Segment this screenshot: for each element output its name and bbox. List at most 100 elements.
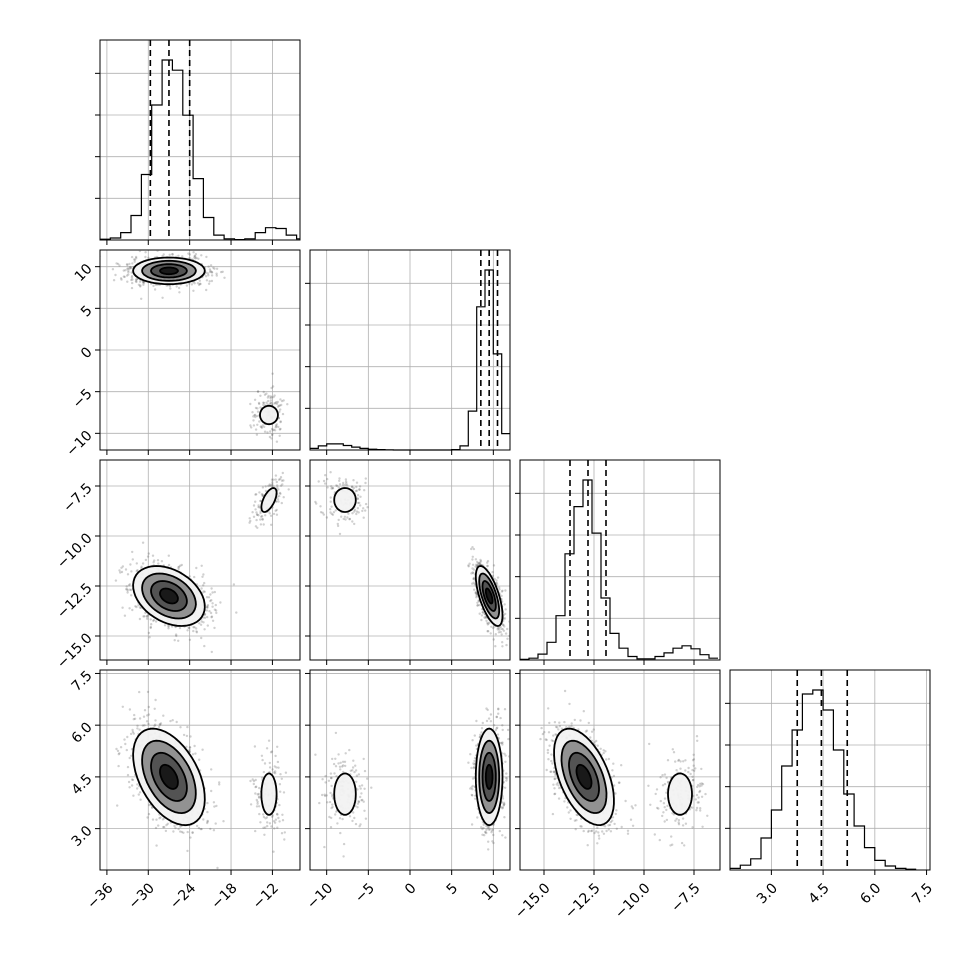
sample-point (212, 801, 216, 804)
sample-point (186, 849, 189, 853)
sample-point (221, 270, 224, 273)
sample-point (258, 506, 261, 509)
sample-point (195, 627, 198, 630)
sample-point (490, 625, 493, 628)
sample-point (255, 414, 259, 418)
sample-point (121, 606, 124, 609)
sample-point (259, 425, 262, 428)
sample-point (255, 518, 258, 522)
panel-frame (309, 459, 511, 661)
sample-point (130, 255, 134, 259)
sample-point (181, 255, 184, 258)
sample-point (264, 489, 268, 493)
y-tick-label: −10 (63, 428, 95, 460)
sample-point (124, 269, 127, 272)
sample-point (129, 563, 132, 566)
sample-point (256, 802, 259, 805)
sample-point (207, 282, 211, 285)
sample-point (195, 824, 199, 828)
sample-point (347, 512, 350, 515)
sample-point (206, 624, 209, 627)
sample-point (168, 285, 172, 288)
sample-point (205, 279, 209, 282)
sample-point (131, 608, 134, 612)
contour-level (259, 404, 279, 426)
sample-point (492, 564, 496, 567)
sample-point (259, 394, 262, 397)
sample-point (177, 566, 180, 569)
sample-point (207, 265, 210, 268)
sample-point (114, 579, 118, 582)
sample-point (131, 728, 134, 732)
sample-point (171, 719, 174, 722)
sample-point (206, 605, 209, 608)
sample-point (146, 555, 150, 558)
sample-point (355, 489, 359, 492)
sample-point (206, 615, 209, 619)
sample-point (329, 496, 332, 499)
sample-point (249, 424, 252, 427)
sample-point (169, 719, 172, 723)
sample-point (252, 779, 256, 783)
sample-point (130, 278, 133, 282)
sample-point (257, 453, 259, 455)
sample-point (128, 267, 131, 270)
sample-point (489, 632, 492, 635)
sample-point (129, 266, 132, 269)
sample-point (269, 430, 272, 433)
sample-point (259, 523, 263, 526)
sample-point (364, 481, 367, 485)
sample-point (130, 266, 133, 270)
sample-point (278, 410, 281, 413)
sample-point (117, 753, 121, 756)
sample-point (277, 816, 280, 820)
sample-point (253, 745, 257, 748)
sample-point (500, 594, 503, 598)
panel-frame (99, 249, 301, 451)
sample-point (143, 709, 147, 712)
sample-point (135, 280, 138, 284)
sample-point (153, 724, 156, 727)
sample-point (212, 266, 215, 269)
sample-point (150, 623, 153, 626)
sample-point (142, 281, 145, 285)
sample-point (138, 617, 142, 621)
sample-point (472, 577, 475, 581)
sample-point (131, 550, 134, 554)
sample-point (473, 583, 476, 586)
sample-point (352, 479, 355, 482)
sample-point (215, 611, 218, 615)
sample-point (336, 522, 339, 526)
sample-point (361, 509, 364, 513)
sample-point (271, 385, 275, 388)
sample-point (205, 255, 208, 259)
sample-point (265, 392, 268, 395)
sample-point (475, 596, 478, 599)
sample-point (278, 803, 281, 807)
sample-point (508, 620, 510, 623)
sample-point (147, 722, 150, 726)
sample-point (486, 623, 489, 626)
y-tick-label: 5 (78, 303, 96, 321)
sample-point (476, 560, 479, 564)
sample-point (474, 558, 478, 561)
sample-point (205, 596, 209, 599)
sample-point (363, 489, 366, 492)
x-tick-label: −24 (167, 880, 199, 912)
sample-point (269, 396, 272, 400)
sample-point (486, 564, 489, 567)
sample-point (209, 269, 212, 273)
sample-point (260, 515, 263, 518)
sample-point (210, 279, 214, 283)
sample-point (274, 770, 277, 773)
sample-point (503, 625, 506, 628)
sample-point (279, 484, 283, 487)
sample-point (195, 256, 198, 260)
sample-point (321, 511, 324, 514)
sample-point (282, 399, 285, 402)
sample-point (262, 390, 265, 394)
y-tick-label: −15.0 (54, 630, 96, 672)
sample-point (283, 831, 286, 834)
sample-point (203, 616, 207, 619)
sample-point (254, 415, 257, 419)
